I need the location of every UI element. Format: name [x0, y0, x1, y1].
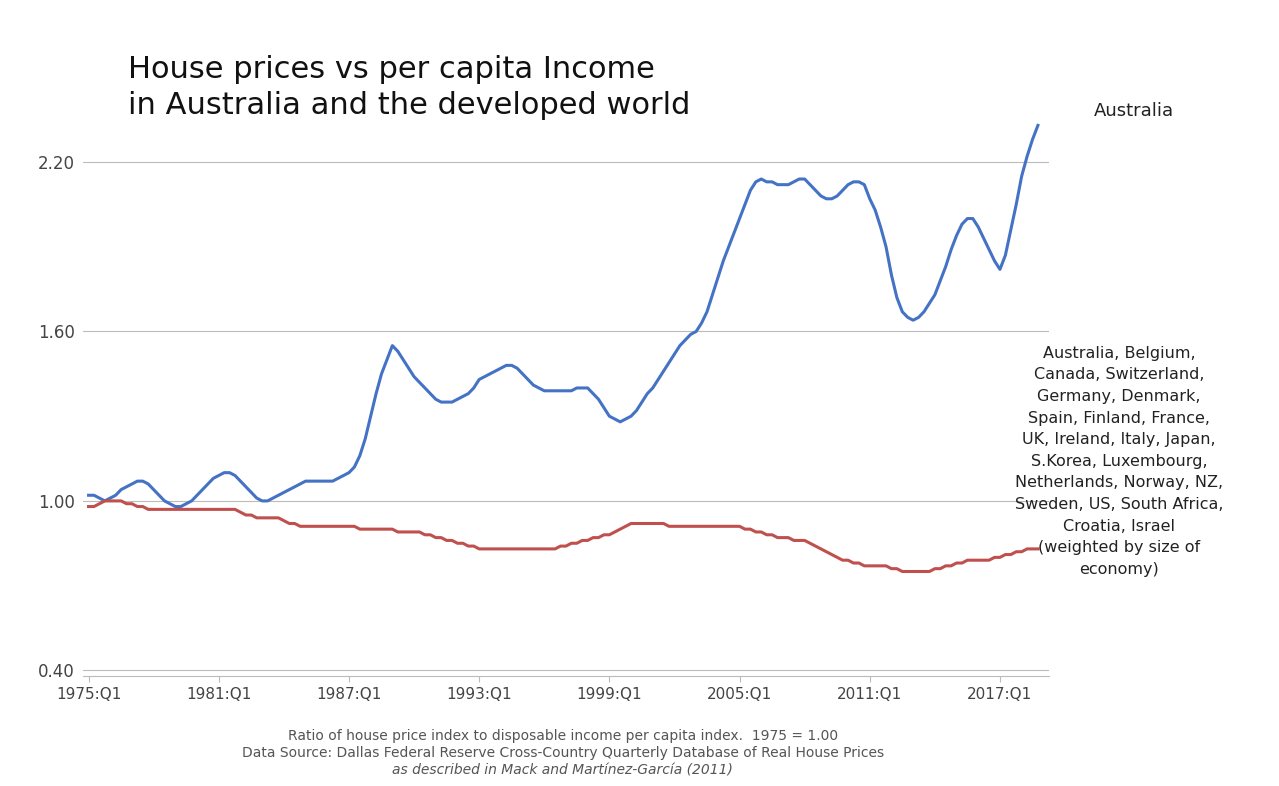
Text: Australia: Australia	[1094, 102, 1174, 120]
Text: Ratio of house price index to disposable income per capita index.  1975 = 1.00: Ratio of house price index to disposable…	[288, 729, 838, 743]
Text: Data Source: Dallas Federal Reserve Cross-Country Quarterly Database of Real Hou: Data Source: Dallas Federal Reserve Cros…	[242, 746, 884, 760]
Text: House prices vs per capita Income
in Australia and the developed world: House prices vs per capita Income in Aus…	[128, 55, 691, 120]
Text: Australia, Belgium,
Canada, Switzerland,
Germany, Denmark,
Spain, Finland, Franc: Australia, Belgium, Canada, Switzerland,…	[1014, 346, 1224, 577]
Text: as described in Mack and Martínez-García (2011): as described in Mack and Martínez-García…	[393, 763, 733, 777]
